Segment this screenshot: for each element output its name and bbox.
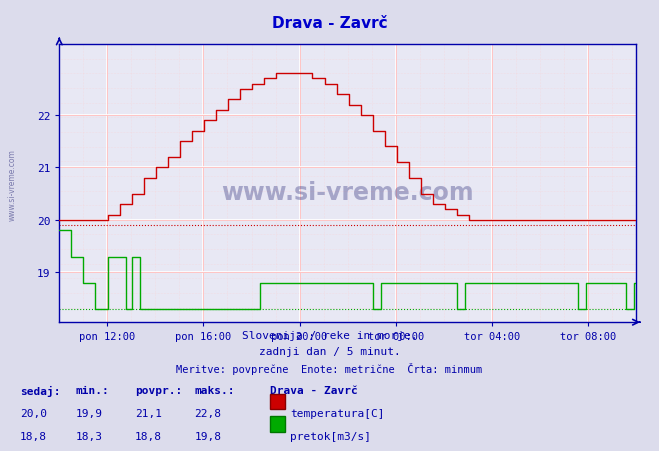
Text: 18,8: 18,8 xyxy=(135,431,162,441)
Text: 22,8: 22,8 xyxy=(194,408,221,418)
Text: www.si-vreme.com: www.si-vreme.com xyxy=(221,180,474,204)
Text: zadnji dan / 5 minut.: zadnji dan / 5 minut. xyxy=(258,346,401,356)
Text: 19,9: 19,9 xyxy=(76,408,103,418)
Text: pretok[m3/s]: pretok[m3/s] xyxy=(290,431,371,441)
Text: Slovenija / reke in morje.: Slovenija / reke in morje. xyxy=(242,330,417,340)
Text: 21,1: 21,1 xyxy=(135,408,162,418)
Text: sedaj:: sedaj: xyxy=(20,386,60,396)
Text: www.si-vreme.com: www.si-vreme.com xyxy=(8,149,17,221)
Text: Drava - Zavrč: Drava - Zavrč xyxy=(272,16,387,31)
Text: temperatura[C]: temperatura[C] xyxy=(290,408,384,418)
Text: 19,8: 19,8 xyxy=(194,431,221,441)
Text: 18,8: 18,8 xyxy=(20,431,47,441)
Text: povpr.:: povpr.: xyxy=(135,386,183,396)
Text: Meritve: povprečne  Enote: metrične  Črta: minmum: Meritve: povprečne Enote: metrične Črta:… xyxy=(177,362,482,374)
Text: Drava - Zavrč: Drava - Zavrč xyxy=(270,386,358,396)
Text: 20,0: 20,0 xyxy=(20,408,47,418)
Text: maks.:: maks.: xyxy=(194,386,235,396)
Text: min.:: min.: xyxy=(76,386,109,396)
Text: 18,3: 18,3 xyxy=(76,431,103,441)
